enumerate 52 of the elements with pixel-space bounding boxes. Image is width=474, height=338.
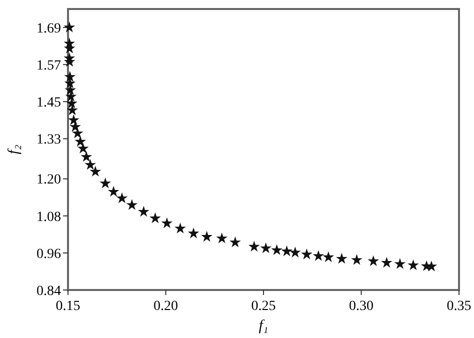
point — [84, 158, 96, 170]
point — [64, 70, 76, 82]
point — [64, 84, 76, 96]
x-tick-label: 0.20 — [154, 299, 178, 314]
point — [216, 232, 228, 244]
x-tick-label: 0.25 — [251, 299, 276, 314]
point — [408, 259, 419, 270]
x-tick-label: 0.15 — [56, 299, 80, 314]
point — [322, 251, 334, 262]
point — [289, 246, 301, 258]
point — [394, 258, 406, 269]
point — [66, 104, 78, 116]
y-tick-label: 1.69 — [36, 21, 61, 36]
point — [116, 192, 128, 204]
y-tick-label: 1.57 — [36, 58, 61, 74]
y-tick-label: 1.20 — [36, 172, 61, 188]
y-tick-label: 1.45 — [36, 96, 61, 111]
x-tick-label: 0.30 — [349, 299, 374, 314]
point — [380, 256, 392, 268]
point — [64, 22, 76, 32]
point — [108, 186, 120, 197]
point — [66, 98, 78, 108]
point — [174, 222, 186, 234]
point — [260, 242, 272, 254]
point — [161, 217, 173, 228]
y-tick-label: 0.96 — [36, 246, 61, 262]
point — [72, 127, 84, 138]
point — [312, 250, 324, 261]
point — [351, 254, 362, 265]
point — [201, 230, 212, 242]
point — [188, 228, 200, 238]
point — [77, 142, 89, 154]
point — [90, 166, 102, 177]
y-tick-label: 0.84 — [36, 284, 61, 299]
point — [271, 244, 282, 255]
point — [281, 245, 292, 256]
point — [138, 206, 150, 217]
point — [229, 236, 241, 248]
point — [100, 178, 112, 188]
point — [126, 199, 138, 210]
y-axis-title: f₂ — [6, 144, 22, 154]
point — [74, 136, 86, 147]
x-axis-title: f₁ — [258, 318, 268, 334]
x-tick-label: 0.35 — [446, 299, 472, 314]
point — [301, 248, 312, 260]
point — [248, 240, 260, 252]
point — [80, 150, 92, 162]
y-tick-label: 1.33 — [36, 132, 61, 148]
point — [150, 212, 161, 224]
y-tick-label: 1.08 — [36, 210, 61, 225]
point — [368, 255, 380, 266]
point — [336, 252, 348, 264]
